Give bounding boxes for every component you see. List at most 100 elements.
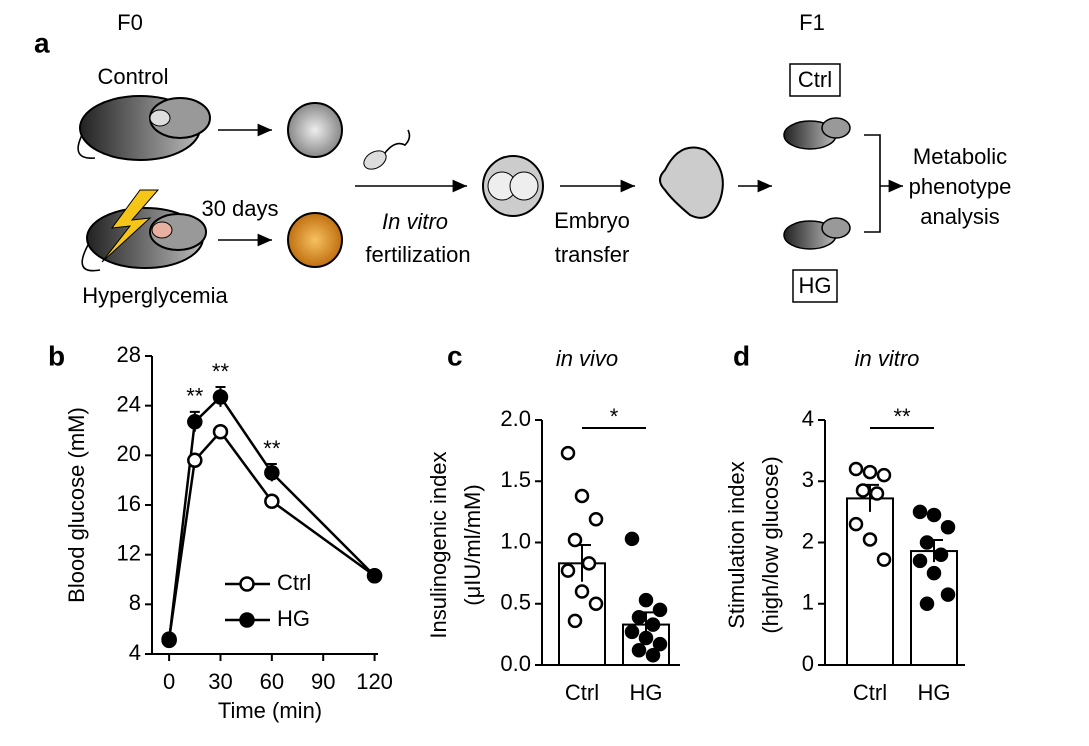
data-point bbox=[187, 414, 203, 430]
mouse-icon bbox=[81, 189, 207, 272]
outcome-label: phenotype bbox=[909, 174, 1012, 199]
step-label: In vitro bbox=[382, 209, 448, 234]
y-tick-label: 12 bbox=[117, 540, 141, 565]
outcome-label: Metabolic bbox=[913, 144, 1007, 169]
data-point bbox=[848, 516, 864, 532]
embryo-icon bbox=[482, 155, 544, 217]
data-point bbox=[631, 609, 647, 625]
data-point bbox=[631, 643, 647, 658]
group-label: Hyperglycemia bbox=[82, 283, 228, 308]
data-point bbox=[567, 613, 583, 629]
data-point bbox=[187, 452, 203, 469]
data-point bbox=[933, 547, 949, 562]
data-point bbox=[560, 445, 576, 461]
step-label: fertilization bbox=[365, 242, 470, 267]
data-point bbox=[876, 552, 892, 567]
sperm-icon bbox=[363, 129, 411, 170]
data-point bbox=[919, 535, 935, 550]
y-tick-label: 0.5 bbox=[500, 590, 531, 615]
data-point bbox=[862, 532, 878, 547]
y-tick-label: 3 bbox=[802, 467, 814, 492]
data-point bbox=[919, 596, 935, 611]
y-tick-label: 0 bbox=[802, 651, 814, 676]
bracket bbox=[864, 134, 881, 233]
data-point bbox=[926, 507, 942, 523]
data-point bbox=[581, 556, 597, 571]
x-tick-label: 90 bbox=[311, 669, 335, 694]
x-tick-label: 30 bbox=[208, 669, 232, 694]
significance-label: ** bbox=[212, 359, 230, 384]
y-axis-label: Blood glucose (mM) bbox=[64, 407, 89, 603]
y-tick-label: 24 bbox=[117, 391, 141, 416]
generation-label: F0 bbox=[117, 10, 143, 35]
y-axis-label: Insulinogenic index bbox=[426, 451, 451, 638]
legend-label: Ctrl bbox=[277, 570, 311, 595]
data-point bbox=[264, 464, 280, 481]
group-label: Control bbox=[98, 64, 169, 89]
data-point bbox=[652, 602, 668, 618]
data-point bbox=[652, 636, 668, 652]
oocyte bbox=[287, 212, 343, 268]
data-point bbox=[567, 532, 583, 548]
data-point bbox=[912, 504, 928, 520]
legend-marker bbox=[239, 612, 255, 628]
duration-label: 30 days bbox=[201, 196, 278, 221]
oocyte bbox=[287, 102, 343, 158]
data-point bbox=[624, 531, 640, 547]
x-tick-label: Ctrl bbox=[853, 680, 887, 705]
y-axis-label: (μIU/ml/mM) bbox=[460, 484, 485, 605]
data-point bbox=[574, 584, 590, 599]
group-label: HG bbox=[799, 273, 832, 298]
chart-title: in vitro bbox=[855, 346, 920, 371]
y-axis-label: (high/low glucose) bbox=[758, 456, 783, 633]
x-tick-label: Ctrl bbox=[565, 680, 599, 705]
panel-label: a bbox=[34, 27, 50, 58]
panel-label: b bbox=[48, 340, 65, 371]
y-axis-label: Stimulation index bbox=[724, 461, 749, 629]
data-point bbox=[638, 592, 654, 608]
generation-label: F1 bbox=[799, 10, 825, 35]
diagram: a F0 F1 Control 30 days Hyperglycemia In… bbox=[34, 10, 1011, 308]
data-point bbox=[212, 423, 229, 440]
data-point bbox=[862, 464, 878, 480]
data-point bbox=[912, 553, 928, 569]
legend-marker bbox=[239, 576, 255, 592]
x-tick-label: 60 bbox=[260, 669, 284, 694]
y-tick-label: 1.5 bbox=[500, 467, 531, 492]
significance-label: ** bbox=[263, 436, 281, 461]
significance-label: ** bbox=[186, 384, 204, 409]
x-tick-label: 0 bbox=[163, 669, 175, 694]
x-tick-label: 120 bbox=[356, 669, 393, 694]
y-tick-label: 8 bbox=[129, 590, 141, 615]
outcome-label: analysis bbox=[920, 204, 999, 229]
y-tick-label: 1 bbox=[802, 590, 814, 615]
y-tick-label: 0.0 bbox=[500, 651, 531, 676]
data-point bbox=[940, 519, 956, 535]
y-tick-label: 28 bbox=[117, 342, 141, 367]
panel-label: c bbox=[447, 340, 463, 371]
data-point bbox=[161, 632, 177, 649]
data-point bbox=[264, 493, 280, 510]
data-point bbox=[645, 617, 661, 632]
y-tick-label: 16 bbox=[117, 491, 141, 516]
data-point bbox=[645, 647, 661, 663]
group-box bbox=[792, 269, 838, 303]
group-label: Ctrl bbox=[798, 67, 832, 92]
data-point bbox=[855, 483, 871, 498]
significance-label: ** bbox=[893, 404, 911, 429]
group-box bbox=[789, 63, 841, 97]
data-point bbox=[848, 461, 864, 477]
step-label: transfer bbox=[555, 242, 630, 267]
series-line bbox=[167, 395, 376, 641]
y-tick-label: 2.0 bbox=[500, 406, 531, 431]
legend-label: HG bbox=[277, 606, 310, 631]
data-point bbox=[638, 630, 654, 646]
data-point bbox=[588, 511, 604, 527]
data-point bbox=[869, 486, 885, 501]
data-point bbox=[876, 467, 892, 483]
panel-label: d bbox=[733, 340, 750, 371]
chart-title: in vivo bbox=[556, 346, 618, 371]
significance-label: * bbox=[610, 404, 619, 429]
y-tick-label: 20 bbox=[117, 441, 141, 466]
